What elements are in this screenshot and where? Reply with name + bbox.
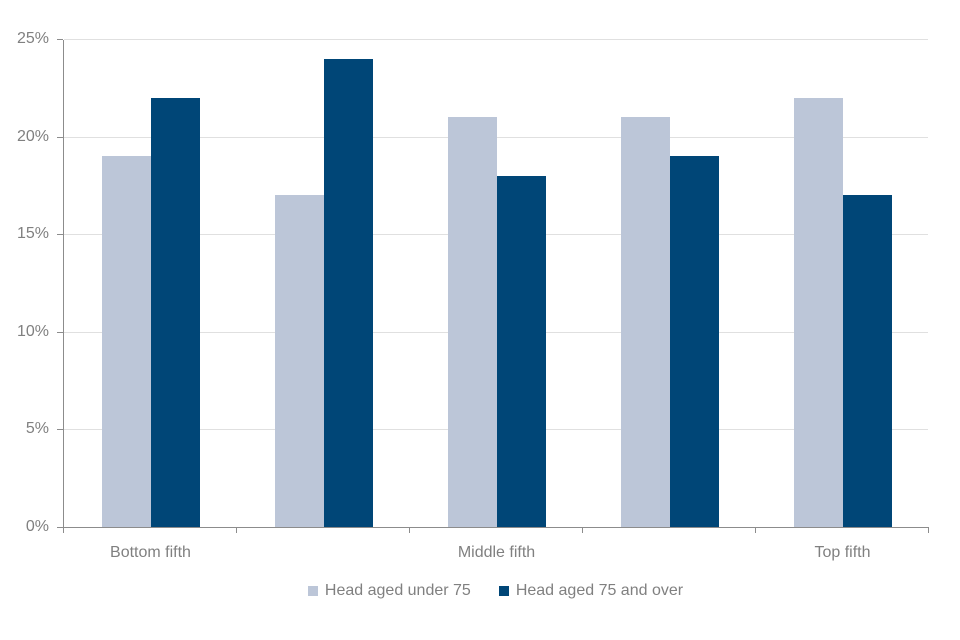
y-axis-tick [57,527,63,528]
plot-area: 0% 5% 10% 15% 20% 25% Bottom fifth Middle fifth… [17,30,929,561]
y-axis-tick [57,234,63,236]
legend-swatch [307,586,318,596]
bar [794,98,843,527]
y-axis-tick-label: 25% [16,30,49,47]
x-axis-label: Top fifth [814,544,871,561]
bar [275,195,324,527]
gridline [64,39,928,40]
y-axis-tick-label: 10% [16,322,49,340]
bar [151,98,200,527]
y-axis-tick [57,429,63,431]
bar [843,195,892,527]
legend-item: Head aged 75 and over [498,582,684,600]
y-axis-tick [57,136,63,138]
x-axis-tick [755,527,756,533]
y-axis-tick [57,39,63,40]
y-axis-tick-label: 0% [25,518,49,535]
y-axis-tick-label: 5% [25,420,49,438]
legend-label: Head aged 75 and over [515,582,684,599]
bar [324,59,373,527]
x-axis-label: Middle fifth [457,544,536,561]
bar [621,117,670,527]
x-axis-label: Bottom fifth [110,544,191,561]
y-axis-tick-label: 20% [16,127,49,145]
bar [102,156,151,527]
y-axis-tick [57,331,63,333]
x-axis-tick [928,527,929,533]
chart-legend: Head aged under 75 Head aged 75 and over [63,582,928,600]
x-axis-tick [409,527,410,533]
legend-swatch [498,586,509,596]
bar [448,117,497,527]
bar [670,156,719,527]
y-axis-tick-label: 15% [16,225,49,243]
x-axis-tick [63,527,64,533]
x-axis-tick [582,527,583,533]
bar [497,176,546,527]
legend-label: Head aged under 75 [324,582,471,599]
legend-item: Head aged under 75 [307,582,471,600]
x-axis-tick [236,527,237,533]
